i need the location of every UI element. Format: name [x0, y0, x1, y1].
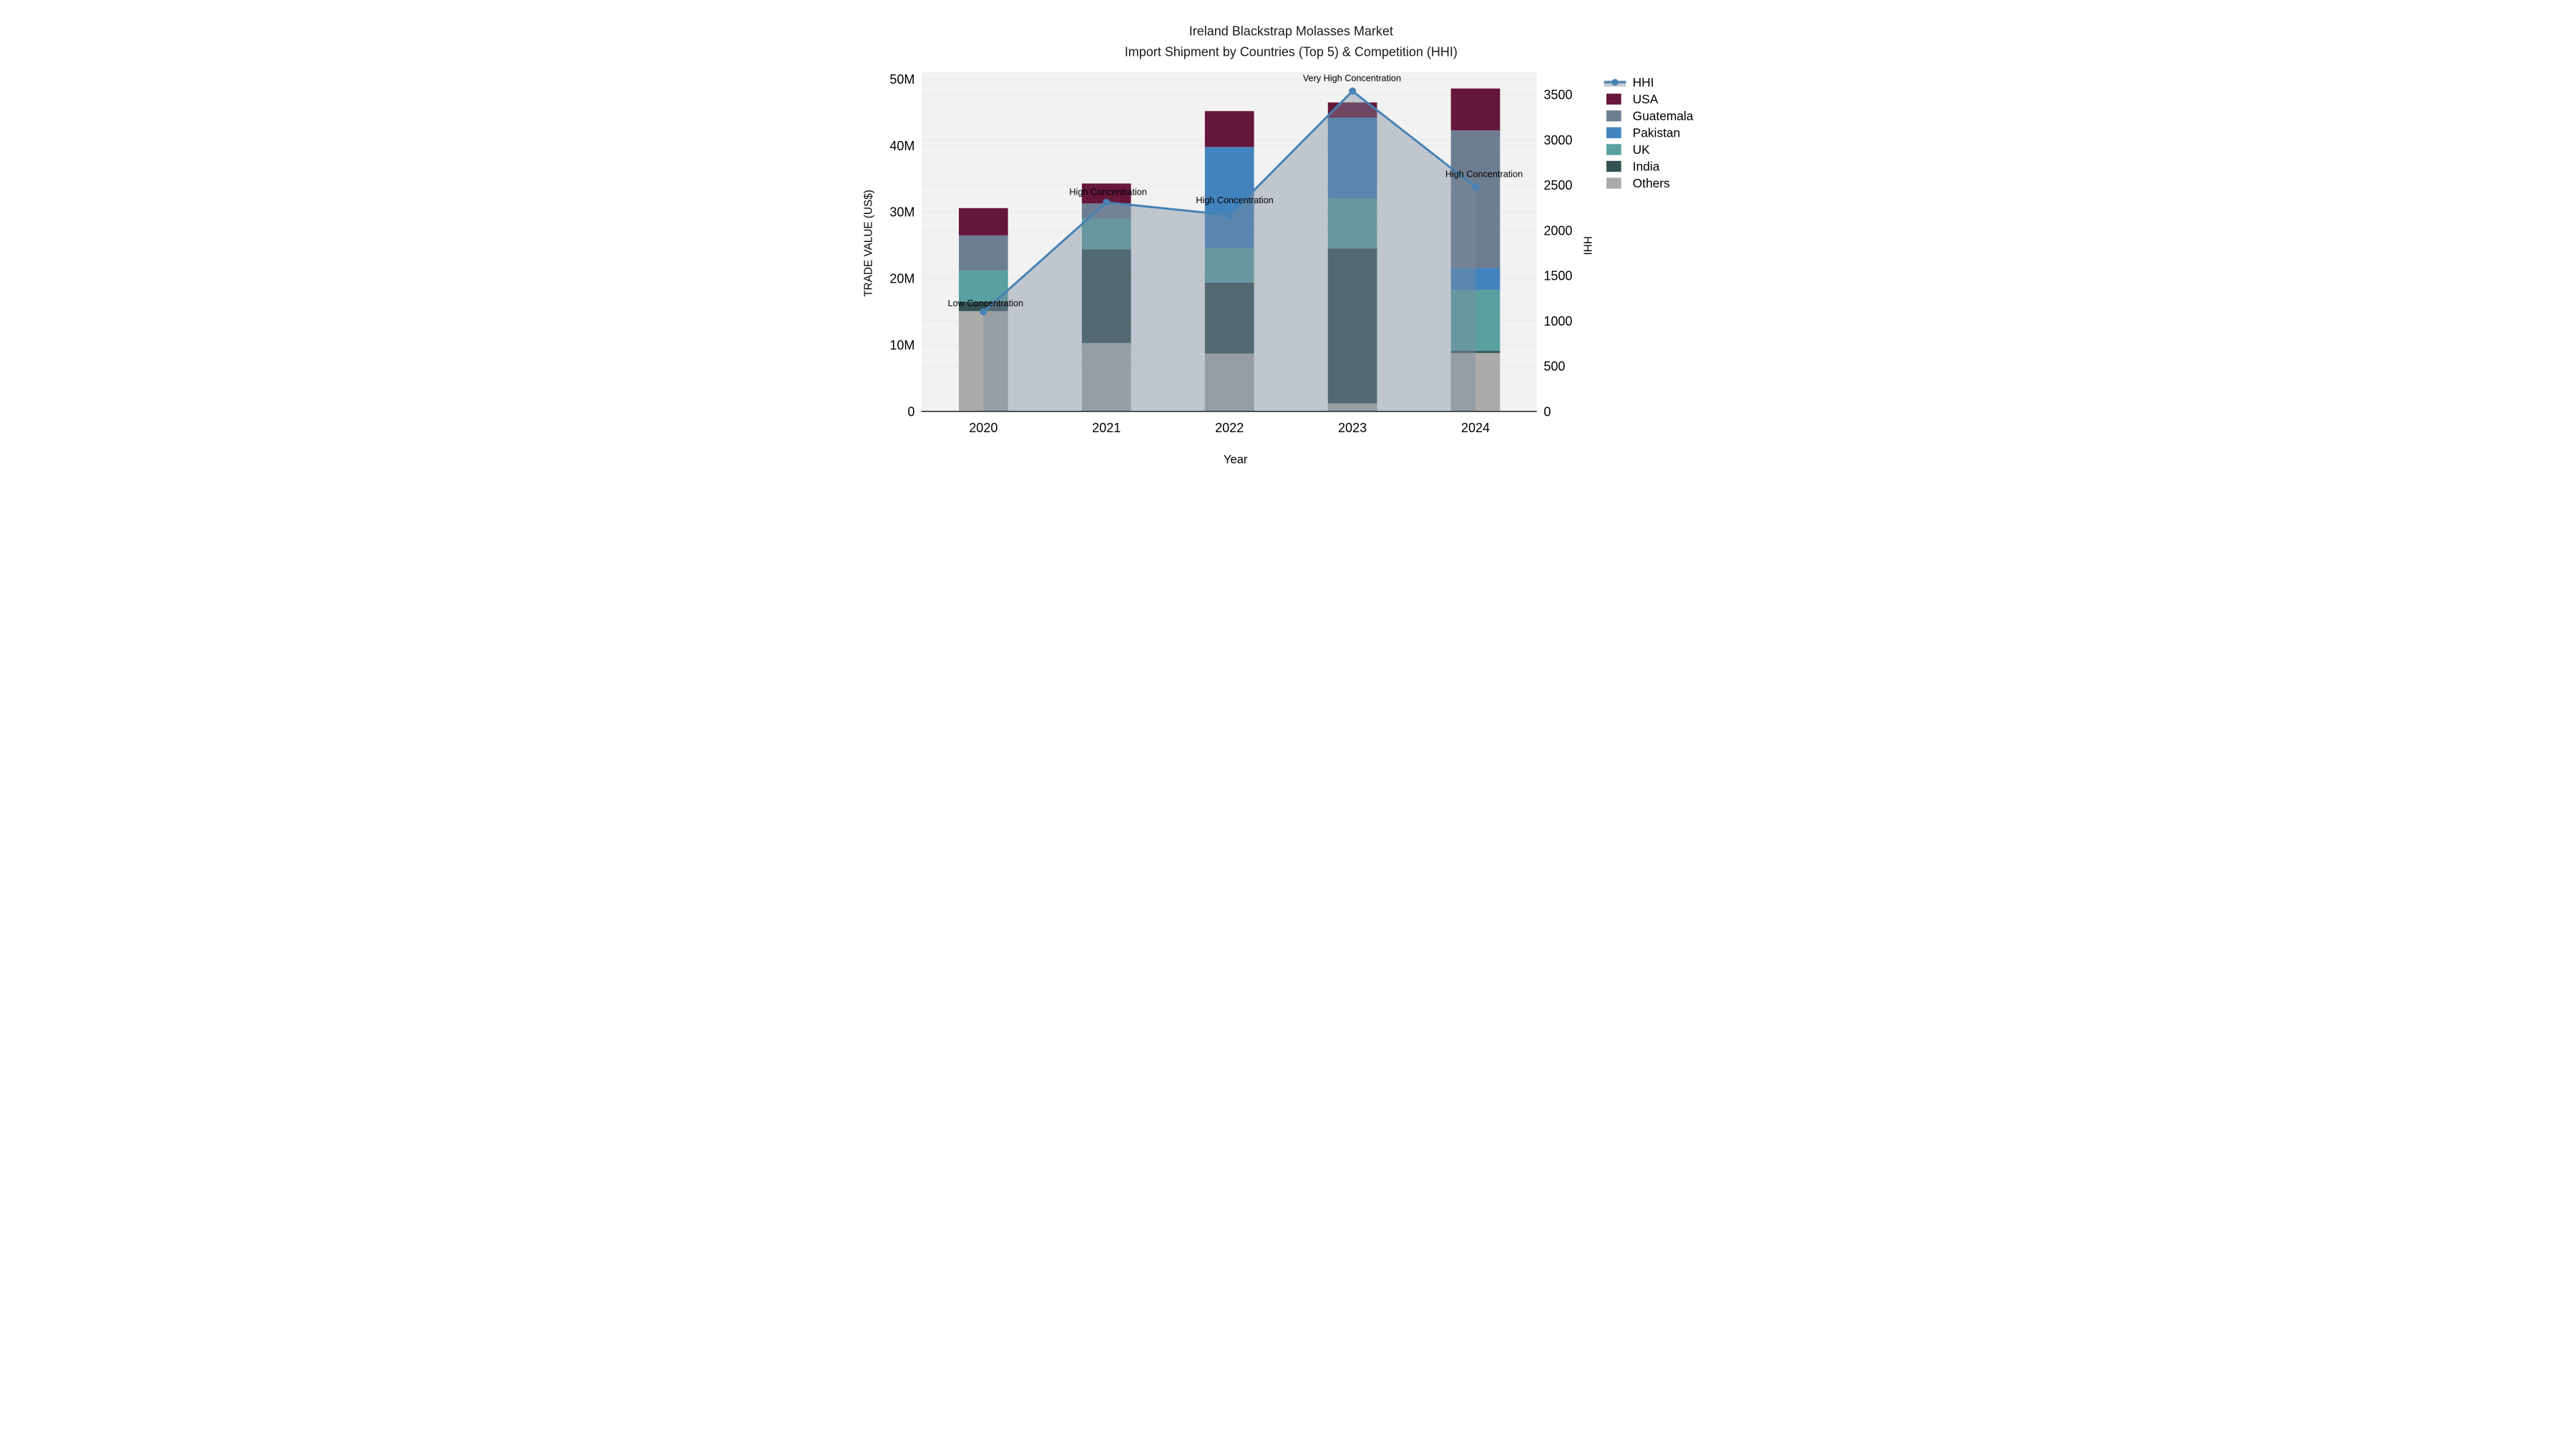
bar-segment-usa-2022	[1204, 111, 1254, 147]
bar-segment-usa-2023	[1327, 102, 1377, 118]
y-right-tick-0: 0	[1543, 404, 1551, 419]
x-tick-2020: 2020	[969, 421, 997, 435]
bar-segment-usa-2024	[1450, 88, 1501, 131]
bar-segment-others-2021	[1081, 343, 1131, 411]
legend-label-guatemala: Guatemala	[1633, 109, 1694, 123]
legend-label-uk: UK	[1633, 142, 1651, 157]
y-left-tick-30M: 30M	[889, 205, 914, 220]
y-left-tick-40M: 40M	[889, 139, 914, 153]
legend-swatch-others	[1606, 177, 1621, 189]
chart-svg: Ireland Blackstrap Molasses Market Impor…	[862, 24, 1694, 466]
y-right-tick-2500: 2500	[1543, 178, 1572, 192]
annotation-2020: Low Concentration	[948, 298, 1024, 308]
legend-hhi-marker	[1611, 79, 1619, 86]
bar-segment-india-2024	[1450, 351, 1501, 353]
bar-segment-uk-2021	[1081, 218, 1131, 250]
hhi-point-2022	[1226, 211, 1234, 219]
bar-segment-usa-2020	[959, 208, 1008, 235]
y-right-tick-1000: 1000	[1543, 314, 1572, 328]
legend-swatch-pakistan	[1606, 127, 1621, 139]
legend-label-pakistan: Pakistan	[1633, 126, 1680, 140]
hhi-point-2024	[1472, 183, 1479, 191]
y-left-tick-0: 0	[907, 404, 914, 419]
y-right-tick-2000: 2000	[1543, 223, 1572, 238]
bar-segment-india-2021	[1081, 249, 1131, 343]
chart-title-line2: Import Shipment by Countries (Top 5) & C…	[1125, 45, 1458, 59]
legend-swatch-india	[1606, 160, 1621, 172]
chart-figure: Ireland Blackstrap Molasses Market Impor…	[859, 0, 1717, 483]
hhi-point-2020	[980, 308, 987, 316]
y-right-tick-3500: 3500	[1543, 88, 1572, 102]
legend-swatch-usa	[1606, 93, 1621, 105]
bar-segment-others-2023	[1327, 403, 1377, 411]
bar-segment-pakistan-2024	[1450, 268, 1501, 291]
y-right-tick-500: 500	[1543, 359, 1565, 374]
bar-segment-uk-2022	[1204, 248, 1254, 283]
chart-title-line1: Ireland Blackstrap Molasses Market	[1189, 24, 1393, 38]
bar-segment-guatemala-2021	[1081, 203, 1131, 219]
x-tick-2022: 2022	[1215, 421, 1244, 435]
hhi-area-fill	[983, 91, 1475, 411]
plot-layer: Low Concentration High Concentration High …	[889, 72, 1694, 435]
x-axis-title: Year	[1224, 452, 1248, 466]
bar-segment-pakistan-2023	[1327, 117, 1377, 198]
bar-segment-others-2022	[1204, 353, 1254, 411]
bar-segment-india-2020	[959, 301, 1008, 311]
y-axis-title-left: TRADE VALUE (US$)	[862, 190, 874, 297]
legend-label-others: Others	[1633, 176, 1670, 190]
y-left-tick-10M: 10M	[889, 338, 914, 352]
bar-segment-india-2023	[1327, 248, 1377, 404]
annotation-2024: High Concentration	[1445, 169, 1523, 179]
bar-segment-uk-2023	[1327, 197, 1377, 249]
y-right-tick-3000: 3000	[1543, 133, 1572, 147]
y-right-tick-1500: 1500	[1543, 269, 1572, 283]
bar-segment-guatemala-2020	[959, 235, 1008, 271]
legend-label-usa: USA	[1633, 92, 1659, 107]
annotation-2023: Very High Concentration	[1303, 73, 1401, 83]
legend-swatch-guatemala	[1606, 110, 1621, 122]
bar-segment-india-2022	[1204, 282, 1254, 354]
bar-segment-uk-2024	[1450, 290, 1501, 351]
annotation-2021: High Concentration	[1069, 187, 1146, 197]
bar-segment-others-2020	[959, 311, 1008, 411]
hhi-point-2023	[1349, 87, 1357, 95]
legend-label-hhi: HHI	[1633, 75, 1654, 89]
bar-segment-others-2024	[1450, 353, 1501, 411]
hhi-point-2021	[1103, 198, 1111, 206]
annotation-2022: High Concentration	[1196, 195, 1273, 205]
x-tick-2021: 2021	[1092, 421, 1121, 435]
legend-swatch-uk	[1606, 144, 1621, 155]
bar-segment-guatemala-2024	[1450, 130, 1501, 268]
y-axis-title-right: HHI	[1581, 236, 1593, 255]
x-tick-2024: 2024	[1461, 421, 1490, 435]
y-left-tick-20M: 20M	[889, 272, 914, 286]
y-left-tick-50M: 50M	[889, 72, 914, 87]
x-tick-2023: 2023	[1338, 421, 1367, 435]
legend-label-india: India	[1633, 160, 1660, 174]
